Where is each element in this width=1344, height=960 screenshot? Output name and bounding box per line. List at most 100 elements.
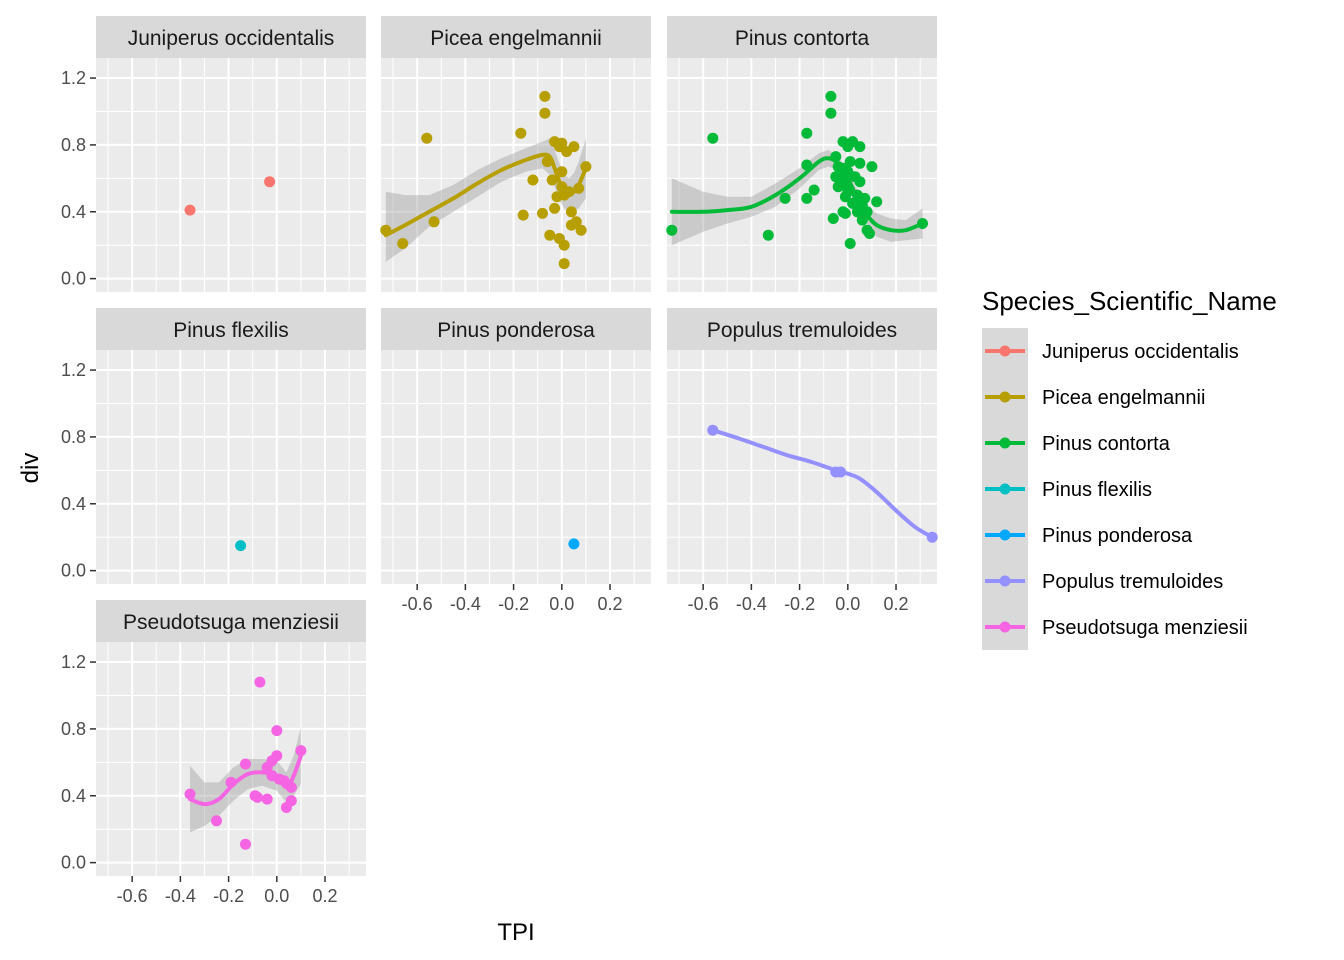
y-tick-label: 0.4	[61, 202, 86, 222]
data-point	[575, 224, 587, 236]
plot-background-pinus-ponderosa	[381, 350, 651, 584]
y-tick-label: 1.2	[61, 652, 86, 672]
smooth-line-populus-tremuloides	[710, 428, 935, 540]
plot-background-picea-engelmannii	[381, 58, 651, 292]
panel-picea-engelmannii: Picea engelmannii	[380, 16, 651, 292]
x-tick-label: 0.2	[884, 594, 909, 614]
data-point	[558, 258, 570, 270]
x-tick-label: 0.0	[264, 886, 289, 906]
y-axis-title: div	[17, 453, 44, 484]
legend-item-pinus-contorta: Pinus contorta	[985, 433, 1171, 455]
data-point	[779, 192, 791, 204]
y-tick-label: 0.0	[61, 853, 86, 873]
data-point	[854, 157, 866, 169]
axes: 0.0 0.4 0.8 1.2 0.0 0.4 0.8 1.2 -0.6 -0.4 -0.2 0.0 0…	[61, 68, 909, 906]
data-point	[184, 788, 196, 800]
data-point	[240, 838, 251, 850]
data-point	[856, 214, 868, 226]
data-point	[252, 791, 263, 803]
plot-background-pseudotsuga-menziesii	[96, 642, 366, 876]
data-point	[271, 750, 283, 762]
data-point	[568, 538, 580, 550]
y-tick-label: 0.0	[61, 561, 86, 581]
x-tick-label: -0.4	[736, 594, 767, 614]
data-point	[827, 213, 839, 224]
data-point	[844, 156, 856, 168]
strip-populus-tremuloides	[667, 308, 937, 350]
panel-populus-tremuloides: Populus tremuloides	[667, 308, 938, 584]
legend-item-pinus-ponderosa: Pinus ponderosa	[985, 525, 1193, 547]
legend-point	[999, 437, 1011, 449]
data-point	[801, 127, 813, 139]
data-point	[515, 127, 527, 139]
data-point	[808, 184, 820, 196]
legend-label: Juniperus occidentalis	[1042, 341, 1239, 363]
data-point	[539, 90, 551, 102]
data-point	[271, 725, 283, 737]
confidence-band-picea-engelmannii	[385, 138, 586, 262]
x-tick-label: -0.4	[165, 886, 196, 906]
x-tick-label: -0.2	[213, 886, 244, 906]
x-tick-label: 0.2	[313, 886, 338, 906]
legend-item-juniperus-occidentalis: Juniperus occidentalis	[985, 341, 1239, 363]
strip-picea-engelmannii	[381, 16, 651, 58]
legend-point	[999, 621, 1011, 633]
data-point	[568, 141, 580, 153]
plot-background-juniperus-occidentalis	[96, 58, 366, 292]
data-point	[295, 745, 307, 757]
data-point	[240, 758, 251, 770]
x-tick-label: -0.2	[498, 594, 529, 614]
legend-point	[999, 575, 1011, 587]
data-point	[707, 132, 719, 144]
confidence-band-pinus-contorta	[671, 149, 923, 246]
strip-pinus-contorta	[667, 16, 937, 58]
data-point	[544, 229, 556, 241]
legend-title: Species_Scientific_Name	[982, 286, 1277, 316]
y-tick-label: 1.2	[61, 360, 86, 380]
data-point	[549, 202, 561, 214]
legend-item-picea-engelmannii: Picea engelmannii	[985, 387, 1205, 409]
panel-pinus-contorta: Pinus contorta	[666, 16, 937, 292]
x-tick-label: 0.0	[835, 594, 860, 614]
y-tick-label: 0.4	[61, 786, 86, 806]
data-point	[254, 676, 266, 688]
x-tick-label: 0.0	[549, 594, 574, 614]
data-point	[842, 186, 854, 198]
data-point	[397, 238, 409, 249]
y-tick-label: 0.4	[61, 494, 86, 514]
strip-pinus-ponderosa	[381, 308, 651, 350]
legend-item-pseudotsuga-menziesii: Pseudotsuga menziesii	[985, 617, 1248, 639]
panel-juniperus-occidentalis: Juniperus occidentalis	[96, 16, 366, 292]
strip-pseudotsuga-menziesii	[96, 600, 366, 642]
gridlines-pinus-contorta	[667, 58, 937, 292]
gridlines-populus-tremuloides	[667, 350, 937, 584]
y-tick-label: 0.0	[61, 269, 86, 289]
data-point	[864, 228, 875, 239]
confidence-band-pseudotsuga-menziesii	[190, 727, 301, 833]
data-point	[558, 239, 570, 251]
legend-label: Picea engelmannii	[1042, 387, 1205, 409]
data-point	[556, 166, 568, 178]
data-point	[235, 540, 247, 552]
strip-label-pinus-ponderosa: Pinus ponderosa	[437, 319, 595, 342]
data-point	[844, 238, 856, 249]
legend-label: Pinus flexilis	[1042, 479, 1152, 501]
facet-panels: Juniperus occidentalis Picea engelmannii P…	[96, 16, 938, 876]
y-tick-label: 0.8	[61, 427, 86, 447]
data-point	[847, 197, 859, 209]
legend-label: Pinus ponderosa	[1042, 525, 1193, 547]
data-point	[839, 207, 851, 219]
legend-label: Pseudotsuga menziesii	[1042, 617, 1248, 639]
data-point	[527, 174, 539, 186]
data-point	[261, 793, 273, 805]
y-tick-label: 1.2	[61, 68, 86, 88]
data-point	[871, 196, 883, 208]
points-pinus-flexilis	[235, 540, 247, 552]
data-point	[859, 192, 871, 204]
legend-point	[999, 529, 1011, 541]
legend-label: Pinus contorta	[1042, 433, 1171, 455]
x-tick-label: -0.6	[688, 594, 719, 614]
strip-label-pseudotsuga-menziesii: Pseudotsuga menziesii	[123, 611, 339, 634]
data-point	[517, 209, 529, 221]
